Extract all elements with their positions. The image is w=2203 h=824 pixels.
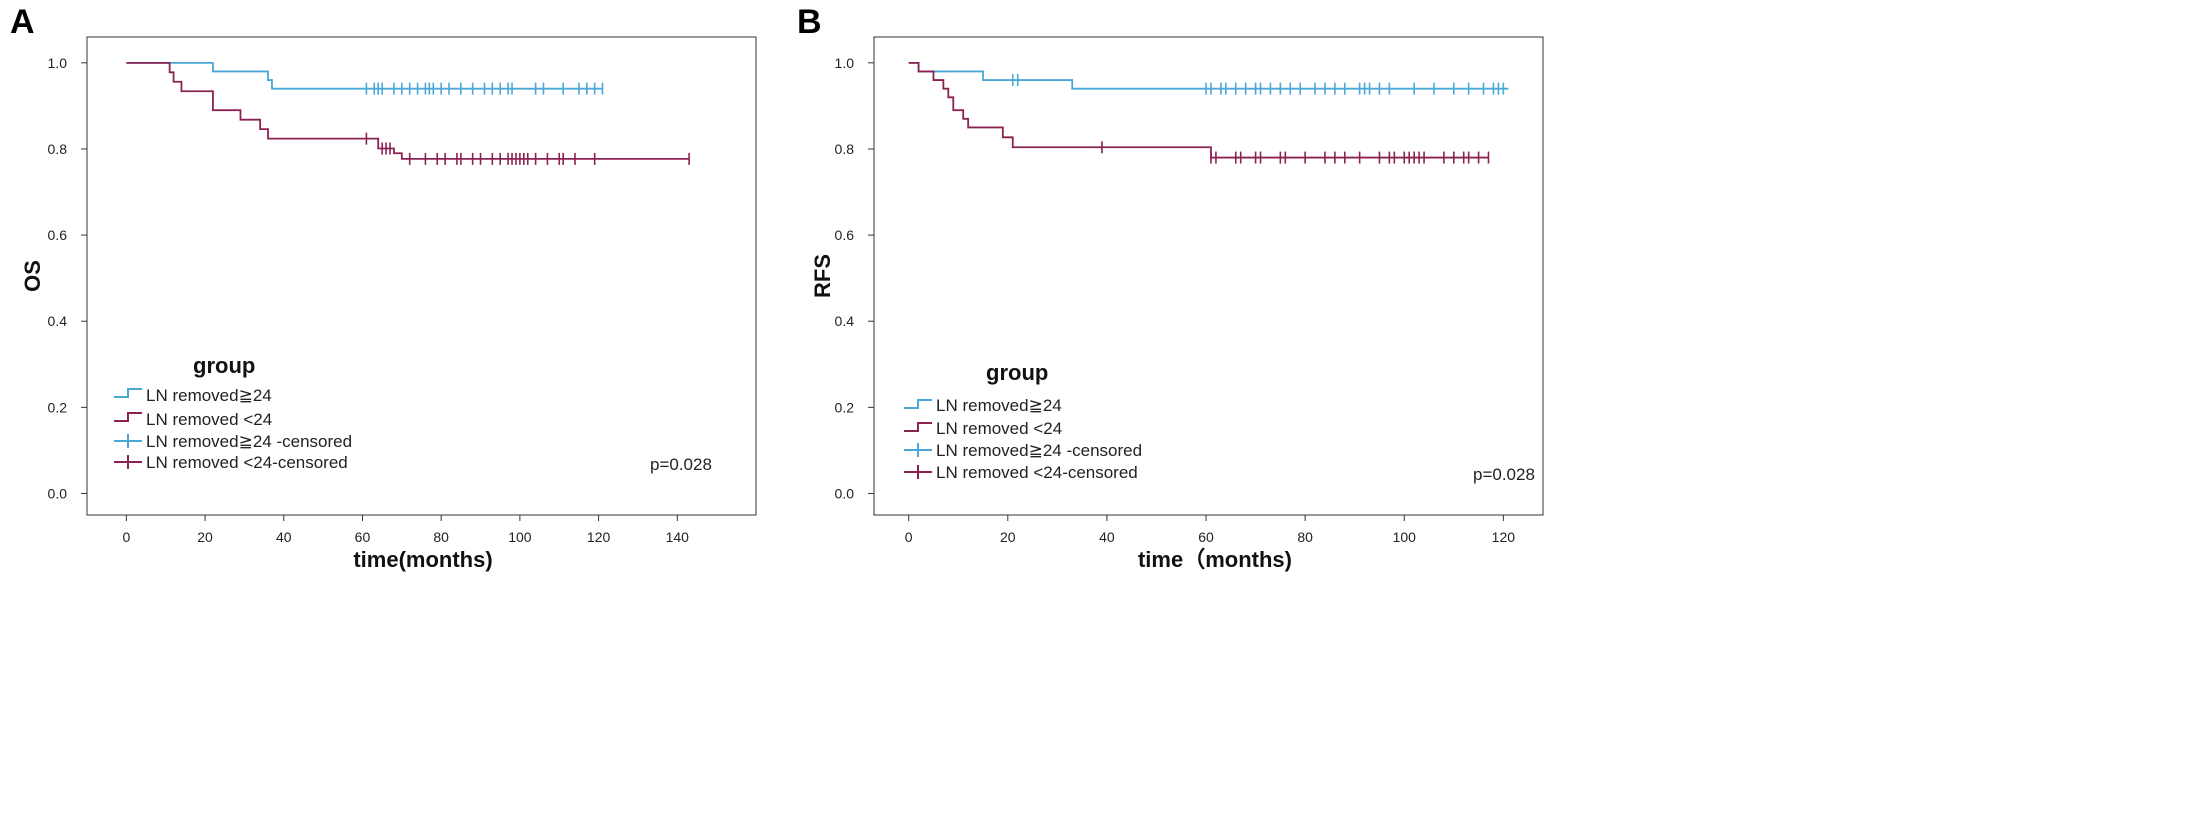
- panel-b-legend-entry-3: LN removed≧24 -censored: [936, 441, 1142, 460]
- panel-a-x-tick-label: 100: [508, 529, 532, 545]
- panel-b-x-ticks: 0 20 40 60 80 100 120: [905, 515, 1515, 545]
- panel-a-legend: group LN removed≧24 LN removed <24 LN re…: [114, 353, 352, 472]
- panel-b-y-tick-label: 0.2: [835, 399, 855, 415]
- panel-b-legend-swatch-1: [904, 399, 932, 409]
- panel-a-legend-entry-2: LN removed <24: [146, 410, 272, 429]
- panel-a-y-tick-label: 0.8: [48, 141, 68, 157]
- panel-b-y-tick-label: 0.0: [835, 485, 855, 501]
- panel-b-x-axis-title: time（months): [1138, 547, 1292, 572]
- panel-b-plot-frame: [873, 36, 1544, 516]
- panel-b-x-tick-label: 20: [1000, 529, 1016, 545]
- panel-b-legend-entry-2: LN removed <24: [936, 419, 1062, 438]
- panel-a-legend-swatch-3: [114, 434, 142, 448]
- panel-b-legend-title: group: [986, 360, 1048, 385]
- panel-b-km-curve-1: [908, 61, 1509, 90]
- panel-a-y-tick-label: 0.2: [48, 399, 68, 415]
- panel-a-legend-swatch-2: [114, 412, 142, 422]
- panel-a-x-tick-label: 120: [587, 529, 611, 545]
- panel-a-km-curve-1: [126, 61, 603, 90]
- panel-a-label: A: [10, 3, 35, 41]
- panel-a-legend-swatch-1: [114, 388, 142, 398]
- panel-b-p-value: p=0.028: [1473, 465, 1535, 484]
- panel-b-x-tick-label: 120: [1492, 529, 1516, 545]
- panel-a-legend-entry-3: LN removed≧24 -censored: [146, 432, 352, 451]
- panel-a-legend-swatch-4: [114, 455, 142, 469]
- panel-a-x-tick-label: 140: [666, 529, 690, 545]
- panel-a-y-tick-label: 0.6: [48, 227, 68, 243]
- panel-b-series: [908, 61, 1509, 164]
- panel-a-y-ticks: 0.0 0.2 0.4 0.6 0.8 1.0: [48, 55, 87, 501]
- panel-a-series: [126, 61, 690, 165]
- panel-b-y-axis-title: RFS: [810, 254, 835, 298]
- panel-a-x-tick-label: 0: [122, 529, 130, 545]
- panel-b-legend-entry-1: LN removed≧24: [936, 396, 1062, 415]
- panel-a-y-tick-label: 1.0: [48, 55, 68, 71]
- panel-a-km-curve-2: [126, 61, 690, 160]
- panel-b-label: B: [797, 3, 822, 41]
- panel-a-legend-title: group: [193, 353, 255, 378]
- panel-a-plot-frame: [86, 36, 757, 516]
- panel-a: A 0.00.20.40.60.81.0 0 20 40 60 80 100 120 140 …: [10, 3, 757, 572]
- panel-b: B 0.0 0.2 0.4 0.6 0.8 1.0 0 20 40 60 80 100 120 RFS…: [797, 3, 1544, 572]
- panel-a-x-tick-label: 60: [355, 529, 371, 545]
- panel-b-y-tick-label: 1.0: [835, 55, 855, 71]
- panel-a-x-tick-label: 20: [197, 529, 213, 545]
- panel-b-legend-swatch-3: [904, 443, 932, 457]
- panel-b-km-curve-2: [908, 61, 1489, 159]
- panel-a-y-tick-label: 0.0: [48, 485, 68, 501]
- panel-b-x-tick-label: 0: [905, 529, 913, 545]
- panel-a-legend-entry-4: LN removed <24-censored: [146, 453, 348, 472]
- panel-b-x-tick-label: 80: [1297, 529, 1313, 545]
- panel-b-y-tick-label: 0.8: [835, 141, 855, 157]
- panel-a-y-tick-label: 0.4: [48, 313, 68, 329]
- panel-a-x-tick-label: 80: [433, 529, 449, 545]
- panel-a-x-axis-title: time(months): [353, 547, 492, 572]
- panel-b-x-tick-label: 40: [1099, 529, 1115, 545]
- panel-a-x-ticks: 0 20 40 60 80 100 120 140: [122, 515, 689, 545]
- panel-b-x-tick-label: 100: [1393, 529, 1417, 545]
- panel-a-x-tick-label: 40: [276, 529, 292, 545]
- panel-b-legend-swatch-4: [904, 465, 932, 479]
- panel-b-x-tick-label: 60: [1198, 529, 1214, 545]
- panel-b-y-tick-label: 0.6: [835, 227, 855, 243]
- panel-b-y-ticks: 0.0 0.2 0.4 0.6 0.8 1.0: [835, 55, 874, 501]
- panel-a-legend-entry-1: LN removed≧24: [146, 386, 272, 405]
- panel-b-legend-swatch-2: [904, 422, 932, 432]
- panel-b-y-tick-label: 0.4: [835, 313, 855, 329]
- panel-a-y-axis-title: OS: [20, 260, 45, 292]
- panel-b-legend-entry-4: LN removed <24-censored: [936, 463, 1138, 482]
- panel-b-legend: group LN removed≧24 LN removed <24 LN re…: [904, 360, 1142, 482]
- panel-a-p-value: p=0.028: [650, 455, 712, 474]
